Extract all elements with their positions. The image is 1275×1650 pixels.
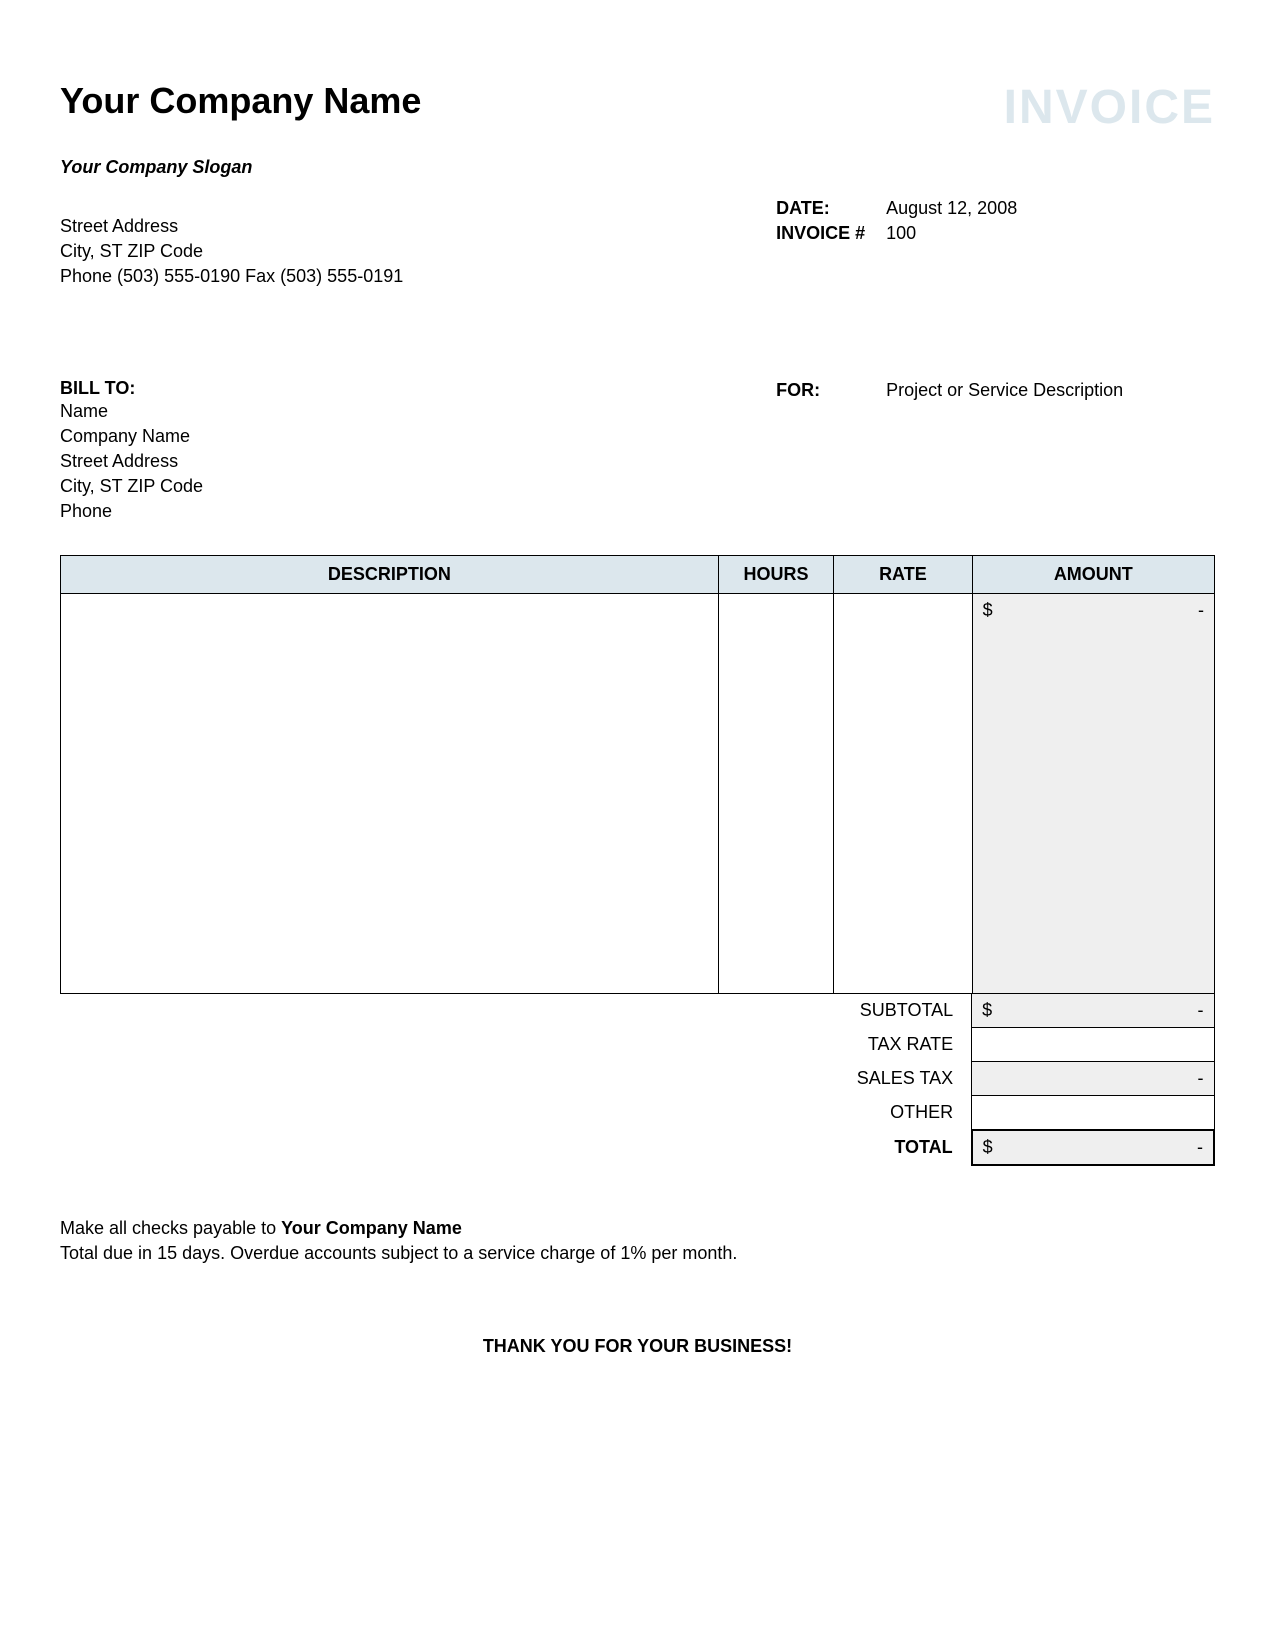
tax-rate-label: TAX RATE bbox=[718, 1028, 972, 1062]
terms-line: Total due in 15 days. Overdue accounts s… bbox=[60, 1241, 1215, 1266]
cell-description bbox=[61, 593, 719, 993]
bill-to-label: BILL TO: bbox=[60, 378, 638, 399]
sales-tax-label: SALES TAX bbox=[718, 1062, 972, 1096]
phone-fax: Phone (503) 555-0190 Fax (503) 555-0191 bbox=[60, 264, 638, 289]
for-value: Project or Service Description bbox=[886, 378, 1215, 403]
bill-to-name: Name bbox=[60, 399, 638, 424]
billto-for-row: BILL TO: Name Company Name Street Addres… bbox=[60, 308, 1215, 525]
cell-hours bbox=[718, 593, 833, 993]
col-header-description: DESCRIPTION bbox=[61, 555, 719, 593]
total-value: $ - bbox=[972, 1130, 1214, 1165]
col-header-amount: AMOUNT bbox=[972, 555, 1214, 593]
totals-table: SUBTOTAL $ - TAX RATE SALES TAX - OTHER … bbox=[60, 993, 1215, 1166]
thank-you: THANK YOU FOR YOUR BUSINESS! bbox=[60, 1336, 1215, 1357]
info-row: Street Address City, ST ZIP Code Phone (… bbox=[60, 196, 1215, 290]
checks-payee: Your Company Name bbox=[281, 1218, 462, 1238]
address-line2: City, ST ZIP Code bbox=[60, 239, 638, 264]
cell-amount: $ - bbox=[972, 593, 1214, 993]
amount-value: - bbox=[1198, 600, 1204, 621]
invoice-meta: DATE: August 12, 2008 INVOICE # 100 bbox=[776, 196, 1215, 290]
date-label: DATE: bbox=[776, 196, 886, 221]
bill-to-block: BILL TO: Name Company Name Street Addres… bbox=[60, 378, 638, 525]
date-value: August 12, 2008 bbox=[886, 196, 1215, 221]
col-header-hours: HOURS bbox=[718, 555, 833, 593]
amount-currency: $ bbox=[983, 600, 993, 621]
header: Your Company Name INVOICE bbox=[60, 80, 1215, 135]
bill-to-city: City, ST ZIP Code bbox=[60, 474, 638, 499]
bill-to-phone: Phone bbox=[60, 499, 638, 524]
sales-tax-value: - bbox=[972, 1062, 1214, 1096]
cell-rate bbox=[834, 593, 972, 993]
other-label: OTHER bbox=[718, 1096, 972, 1130]
subtotal-label: SUBTOTAL bbox=[718, 994, 972, 1028]
invoice-number-value: 100 bbox=[886, 221, 1215, 246]
invoice-number-label: INVOICE # bbox=[776, 221, 886, 246]
col-header-rate: RATE bbox=[834, 555, 972, 593]
checks-line: Make all checks payable to Your Company … bbox=[60, 1216, 1215, 1241]
company-slogan: Your Company Slogan bbox=[60, 157, 1215, 178]
line-items-table: DESCRIPTION HOURS RATE AMOUNT $ - bbox=[60, 555, 1215, 994]
bill-to-company: Company Name bbox=[60, 424, 638, 449]
address-line1: Street Address bbox=[60, 214, 638, 239]
tax-rate-value bbox=[972, 1028, 1214, 1062]
company-address: Street Address City, ST ZIP Code Phone (… bbox=[60, 214, 638, 290]
invoice-title: INVOICE bbox=[1004, 80, 1215, 135]
company-name: Your Company Name bbox=[60, 80, 421, 122]
line-item-row: $ - bbox=[61, 593, 1215, 993]
total-label: TOTAL bbox=[718, 1130, 972, 1165]
for-block: FOR: Project or Service Description bbox=[776, 378, 1215, 525]
footer-notes: Make all checks payable to Your Company … bbox=[60, 1216, 1215, 1266]
subtotal-value: $ - bbox=[972, 994, 1214, 1028]
other-value bbox=[972, 1096, 1214, 1130]
for-label: FOR: bbox=[776, 378, 886, 403]
bill-to-street: Street Address bbox=[60, 449, 638, 474]
